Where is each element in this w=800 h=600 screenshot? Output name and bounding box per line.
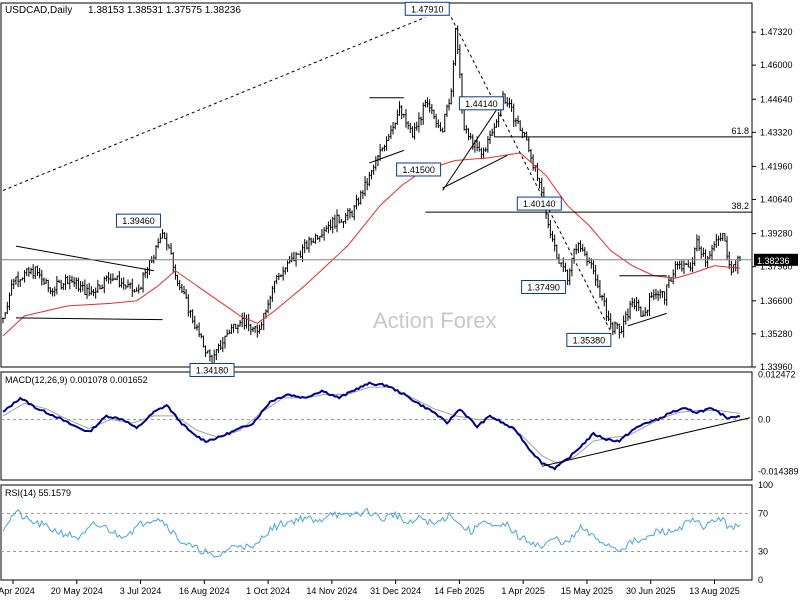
symbol-label: USDCAD,Daily: [5, 5, 72, 16]
x-tick-label: 16 Aug 2024: [179, 586, 230, 596]
x-tick-label: 1 Oct 2024: [246, 586, 290, 596]
watermark: Action Forex: [373, 308, 497, 333]
x-tick-label: 15 May 2025: [561, 586, 613, 596]
macd-tick-label: 0.012472: [758, 370, 796, 380]
price-annotation-box: [396, 162, 442, 177]
ohlc-values: 1.38153 1.38531 1.37575 1.38236: [88, 5, 241, 16]
price-tick-label: 1.44640: [760, 94, 793, 104]
fib-level-label: 61.8: [731, 126, 749, 136]
x-tick-label: 14 Feb 2025: [434, 586, 485, 596]
x-tick-label: 4 Apr 2024: [0, 586, 35, 596]
price-tick-label: 1.36600: [760, 296, 793, 306]
price-annotation-label: 1.47910: [411, 4, 444, 14]
price-tick-label: 1.37960: [760, 262, 793, 272]
x-tick-label: 3 Jul 2024: [120, 586, 162, 596]
rsi-tick-label: 0: [758, 575, 763, 585]
price-annotation-box: [516, 196, 562, 211]
price-panel: 61.8 38.2 1.47910 1.44140 1.41500 1.40140 1.39…: [1, 1, 752, 377]
fib-level-label: 38.2: [731, 201, 749, 211]
price-annotation-box: [566, 332, 612, 347]
channel-line: [15, 245, 154, 272]
x-tick-label: 30 Jun 2025: [626, 586, 676, 596]
price-tick-label: 1.46000: [760, 60, 793, 70]
macd-panel-frame: [0, 371, 753, 481]
macd-line: [2, 381, 741, 471]
price-tick-label: 1.47320: [760, 27, 793, 37]
rsi-title: RSI(14) 55.1579: [5, 488, 71, 498]
price-annotation-label: 1.39460: [122, 216, 155, 226]
x-tick-label: 13 Aug 2025: [689, 586, 740, 596]
channel-line: [442, 154, 508, 189]
rsi-line: [2, 507, 741, 558]
macd-title: MACD(12,26,9) 0.001078 0.001652: [5, 375, 148, 385]
rsi-panel: [1, 507, 752, 558]
price-annotation-box: [115, 213, 161, 228]
price-annotation-box: [189, 362, 235, 377]
price-annotation-label: 1.35380: [573, 335, 606, 345]
macd-panel: [1, 381, 752, 471]
channel-line: [442, 99, 504, 191]
price-tick-label: 1.43320: [760, 127, 793, 137]
x-tick-label: 31 Dec 2024: [370, 586, 421, 596]
macd-signal-line: [2, 386, 741, 466]
price-annotation-box: [458, 96, 504, 111]
x-tick-label: 1 Apr 2025: [501, 586, 545, 596]
channel-line: [627, 312, 667, 327]
price-annotation-label: 1.40140: [523, 199, 556, 209]
moving-average-line: [2, 152, 741, 337]
channel-line: [15, 317, 163, 321]
macd-trendline: [541, 417, 751, 467]
dashed-trendline: [450, 17, 612, 332]
dashed-trendline: [2, 16, 426, 191]
price-tick-label: 1.40640: [760, 195, 793, 205]
macd-tick-label: -0.014389: [758, 466, 799, 476]
channel-line: [369, 149, 404, 164]
price-tick-label: 1.39280: [760, 229, 793, 239]
price-annotation-box: [404, 1, 450, 16]
price-tick-label: 1.35280: [760, 329, 793, 339]
current-price-label: 1.38236: [757, 256, 790, 266]
price-tick-label: 1.33960: [760, 362, 793, 372]
rsi-tick-label: 70: [758, 509, 768, 519]
rsi-tick-label: 100: [758, 480, 773, 490]
price-annotation-label: 1.34180: [196, 365, 229, 375]
x-tick-label: 14 Nov 2024: [306, 586, 357, 596]
price-annotation-box: [521, 280, 567, 295]
rsi-panel-frame: [0, 484, 753, 581]
macd-tick-label: 0.0: [758, 415, 771, 425]
current-price-box: [754, 253, 798, 266]
price-annotation-label: 1.41500: [402, 165, 435, 175]
price-panel-frame: [0, 2, 753, 368]
rsi-tick-label: 30: [758, 547, 768, 557]
price-annotation-label: 1.44140: [465, 99, 498, 109]
price-tick-label: 1.41960: [760, 161, 793, 171]
price-annotation-label: 1.37490: [527, 283, 560, 293]
x-tick-label: 20 May 2024: [51, 586, 103, 596]
